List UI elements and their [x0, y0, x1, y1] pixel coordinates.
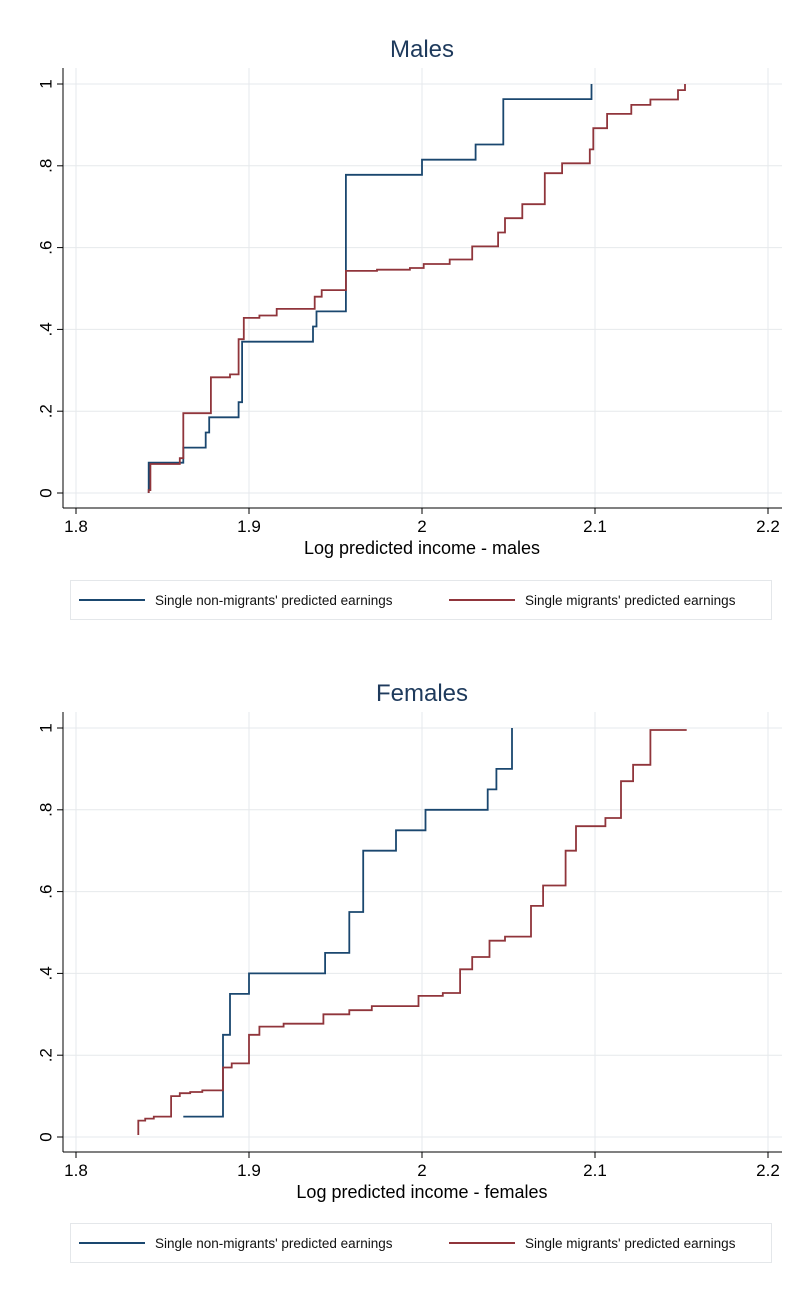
y-tick-label: .6 [37, 885, 56, 899]
chart-males: Males 1.8 1.9 2 2.1 2.2 0 .2 .4 .6 .8 1 Log predicte… [37, 36, 782, 558]
x-tick-label: 2 [417, 1161, 426, 1180]
legend-swatch-migrants [449, 599, 515, 601]
chart-panel-females: Females 1.8 1.9 2 2.1 2.2 0 .2 .4 .6 .8 1 Log predic… [0, 644, 790, 1289]
legend-item-non-migrants: Single non-migrants' predicted earnings [79, 1224, 392, 1262]
legend-males: Single non-migrants' predicted earnings … [70, 580, 772, 620]
legend-item-migrants: Single migrants' predicted earnings [449, 1224, 735, 1262]
y-tick-label: .4 [37, 322, 56, 336]
chart-title: Females [376, 680, 468, 707]
legend-item-non-migrants: Single non-migrants' predicted earnings [79, 581, 392, 619]
legend-label-migrants: Single migrants' predicted earnings [525, 1235, 736, 1251]
y-tick-label: 0 [37, 1132, 56, 1141]
x-tick-label: 1.9 [237, 1161, 261, 1180]
x-tick-label: 2.2 [756, 1161, 780, 1180]
x-axis-title: Log predicted income - females [296, 1182, 547, 1202]
x-axis-title: Log predicted income - males [304, 538, 540, 558]
x-tick-label: 1.9 [237, 517, 261, 536]
x-tick-label: 2.1 [583, 1161, 607, 1180]
legend-swatch-migrants [449, 1242, 515, 1244]
series-line-non-migrants [147, 84, 593, 493]
series-line-migrants [137, 729, 687, 1135]
y-tick-label: .8 [37, 159, 56, 173]
y-tick-label: 1 [37, 79, 56, 88]
y-tick-label: .2 [37, 404, 56, 418]
legend-label-non-migrants: Single non-migrants' predicted earnings [155, 1235, 393, 1251]
chart-panel-males: Males 1.8 1.9 2 2.1 2.2 0 .2 .4 .6 .8 1 Log predicte… [0, 0, 790, 630]
chart-females: Females 1.8 1.9 2 2.1 2.2 0 .2 .4 .6 .8 1 Log predic… [37, 680, 782, 1202]
x-tick-label: 1.8 [64, 1161, 88, 1180]
y-tick-label: 1 [37, 723, 56, 732]
y-tick-label: .8 [37, 803, 56, 817]
y-tick-label: 0 [37, 488, 56, 497]
legend-swatch-non-migrants [79, 599, 145, 601]
legend-item-migrants: Single migrants' predicted earnings [449, 581, 735, 619]
x-tick-label: 2.2 [756, 517, 780, 536]
legend-females: Single non-migrants' predicted earnings … [70, 1223, 772, 1263]
y-tick-label: .4 [37, 966, 56, 980]
legend-swatch-non-migrants [79, 1242, 145, 1244]
y-tick-label: .6 [37, 241, 56, 255]
legend-label-migrants: Single migrants' predicted earnings [525, 592, 736, 608]
x-tick-label: 2.1 [583, 517, 607, 536]
series-line-migrants [147, 84, 686, 493]
legend-label-non-migrants: Single non-migrants' predicted earnings [155, 592, 393, 608]
chart-title: Males [390, 36, 454, 63]
series-line-non-migrants [183, 728, 513, 1118]
x-tick-label: 1.8 [64, 517, 88, 536]
x-tick-label: 2 [417, 517, 426, 536]
y-tick-label: .2 [37, 1048, 56, 1062]
